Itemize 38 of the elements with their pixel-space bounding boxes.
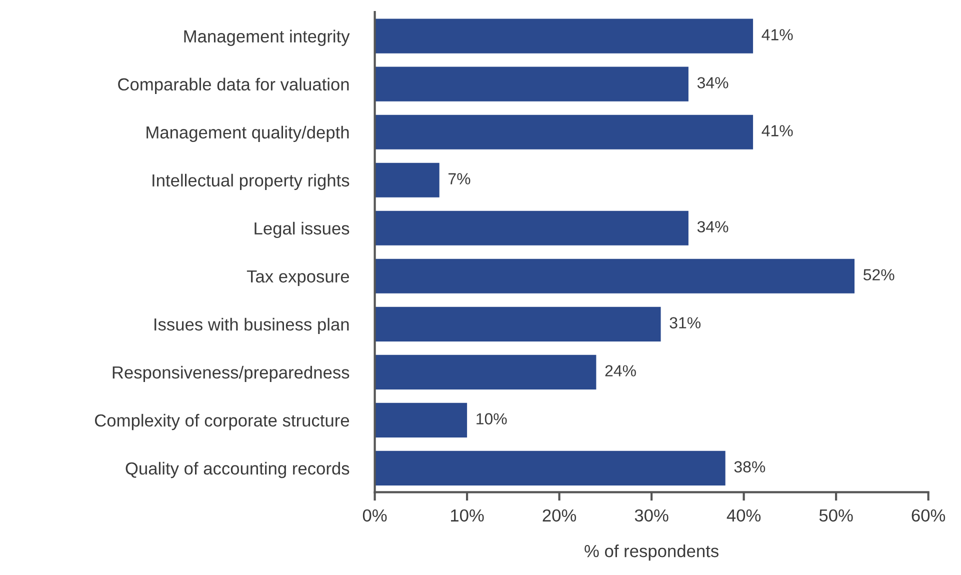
bar bbox=[374, 402, 468, 438]
bar bbox=[374, 450, 726, 486]
bar bbox=[374, 162, 440, 198]
y-tick-label: Responsiveness/preparedness bbox=[112, 366, 350, 382]
x-tick-label: 40% bbox=[726, 509, 761, 522]
y-tick-label: Complexity of corporate structure bbox=[94, 414, 350, 430]
bar bbox=[374, 210, 688, 246]
data-label: 41% bbox=[762, 29, 793, 40]
y-tick-label: Quality of accounting records bbox=[126, 462, 350, 478]
data-label: 38% bbox=[734, 461, 766, 472]
data-label: 31% bbox=[670, 317, 701, 328]
y-tick-label: Tax exposure bbox=[246, 270, 350, 286]
data-label: 24% bbox=[605, 365, 636, 376]
x-tick-label: 10% bbox=[450, 509, 484, 522]
bar bbox=[374, 18, 754, 54]
x-tick-label: 60% bbox=[912, 509, 946, 522]
y-tick-label: Management quality/depth bbox=[146, 126, 349, 142]
data-label: 52% bbox=[863, 269, 894, 280]
bar bbox=[374, 258, 855, 294]
data-label: 34% bbox=[697, 221, 728, 232]
x-tick-label: 20% bbox=[542, 509, 576, 522]
data-label: 41% bbox=[762, 125, 793, 136]
data-label: 34% bbox=[697, 77, 728, 88]
y-tick-label: Management integrity bbox=[184, 30, 350, 46]
bar bbox=[374, 354, 596, 390]
data-label: 10% bbox=[476, 413, 507, 424]
bar bbox=[374, 66, 688, 102]
y-tick-label: Intellectual property rights bbox=[152, 174, 350, 190]
x-tick-label: 30% bbox=[634, 509, 668, 522]
x-tick-label: 50% bbox=[819, 509, 853, 522]
bar bbox=[374, 306, 661, 342]
y-tick-label: Comparable data for valuation bbox=[118, 78, 349, 94]
data-label: 7% bbox=[448, 173, 470, 184]
x-axis-title: % of respondents bbox=[584, 544, 718, 561]
y-tick-label: Issues with business plan bbox=[154, 318, 349, 334]
x-tick-label: 0% bbox=[362, 509, 387, 522]
bar bbox=[374, 114, 754, 150]
y-tick-label: Legal issues bbox=[254, 222, 350, 238]
